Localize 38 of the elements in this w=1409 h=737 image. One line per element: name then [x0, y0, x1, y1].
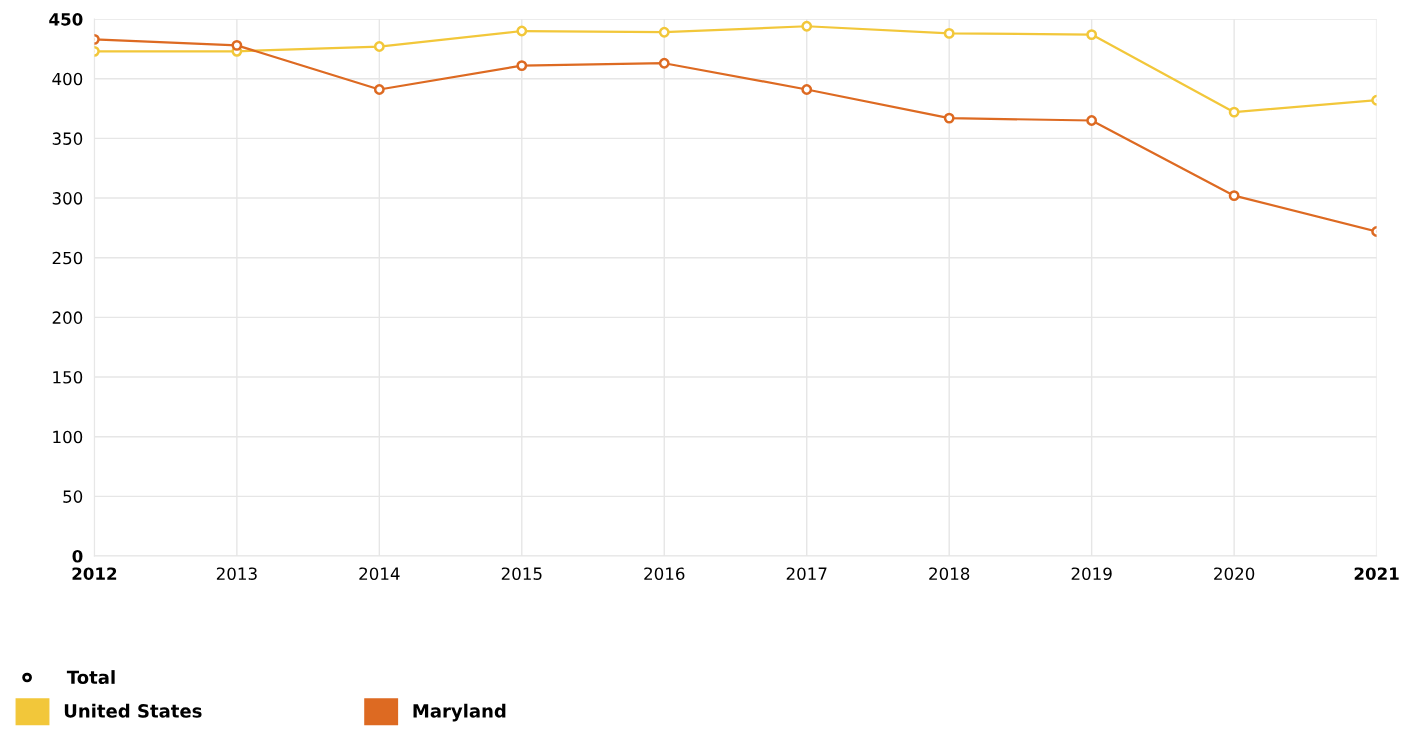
- point: [1086, 29, 1098, 41]
- x-tick-label: 2019: [1071, 567, 1112, 580]
- y-tick-label: 100: [53, 430, 83, 444]
- point: [373, 41, 385, 52]
- y-tick-label: 300: [52, 192, 83, 205]
- point: [516, 60, 528, 72]
- point: [1086, 115, 1098, 126]
- x-tick-label: 2021: [1354, 567, 1399, 580]
- y-tick-label: 400: [52, 72, 83, 86]
- point: [516, 25, 528, 37]
- point: [658, 57, 670, 69]
- x-tick-label: 2013: [216, 567, 257, 580]
- point: [943, 27, 955, 39]
- point: [231, 39, 243, 51]
- point: [1228, 106, 1240, 118]
- point: [943, 112, 955, 124]
- x-tick-label: 2020: [1214, 567, 1255, 580]
- point: [801, 20, 813, 32]
- point: [1228, 190, 1240, 202]
- x-tick-label: 2017: [786, 567, 827, 580]
- y-tick-label: 350: [52, 132, 83, 145]
- point: [658, 26, 670, 38]
- y-tick-label: 450: [49, 13, 83, 26]
- point: [373, 84, 385, 95]
- y-tick-label: 250: [52, 251, 83, 265]
- x-tick-label: 2012: [72, 567, 117, 580]
- y-tick-label: 200: [52, 311, 83, 324]
- y-tick-label: 150: [53, 370, 83, 384]
- legend-title: Total: [66, 670, 115, 685]
- x-tick-label: 2018: [929, 567, 970, 580]
- y-tick-label: 0: [72, 549, 83, 563]
- legend-label: Maryland: [413, 703, 506, 722]
- legend-label: United States: [64, 703, 202, 718]
- x-tick-label: 2015: [501, 567, 542, 580]
- y-tick-label: 50: [63, 490, 83, 503]
- x-tick-label: 2014: [359, 567, 400, 580]
- x-tick-label: 2016: [644, 567, 685, 580]
- point: [801, 84, 813, 95]
